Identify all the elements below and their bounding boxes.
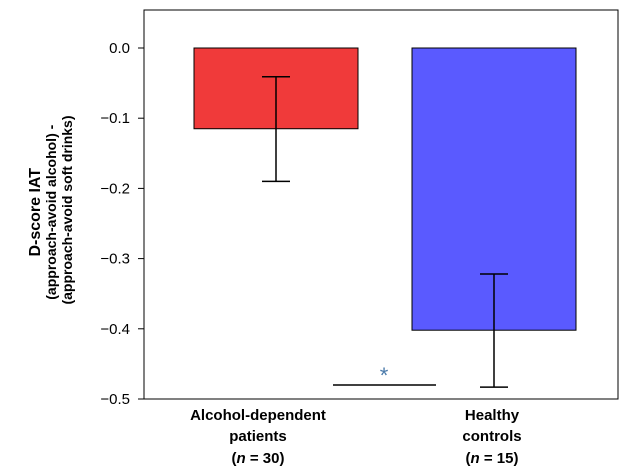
category-n-symbol: n [471, 450, 480, 467]
y-tick-label: −0.1 [100, 110, 130, 127]
y-axis-title: D-score IAT (approach-avoid alcohol) - (… [27, 115, 75, 304]
category-n-symbol: n [237, 450, 246, 467]
y-tick-label: −0.4 [100, 321, 130, 338]
y-tick-label: 0.0 [109, 40, 130, 57]
category-n-label: (n = 15) [466, 450, 519, 467]
y-tick-label: −0.2 [100, 180, 130, 197]
category-n-value: = 30) [246, 450, 285, 467]
x-axis: Alcohol-dependent patients (n = 30) Heal… [190, 407, 522, 467]
y-axis-title-line-3: (approach-avoid soft drinks) [59, 115, 75, 304]
category-label-line2: controls [462, 428, 521, 445]
category-label-line2: patients [229, 428, 287, 445]
category-n-value: = 15) [480, 450, 519, 467]
category-label-line1: Alcohol-dependent [190, 407, 326, 424]
y-axis-title-line-2: (approach-avoid alcohol) - [43, 124, 59, 299]
y-axis-title-line-1: D-score IAT [27, 168, 44, 257]
y-axis: 0.0 −0.1 −0.2 −0.3 −0.4 −0.5 [100, 40, 144, 408]
category-label-line1: Healthy [465, 407, 520, 424]
significance-asterisk: * [380, 363, 389, 388]
plot-frame [143, 9, 619, 400]
y-tick-label: −0.5 [100, 391, 130, 408]
bars [193, 47, 577, 388]
category-n-label: (n = 30) [232, 450, 285, 467]
y-tick-label: −0.3 [100, 251, 130, 268]
